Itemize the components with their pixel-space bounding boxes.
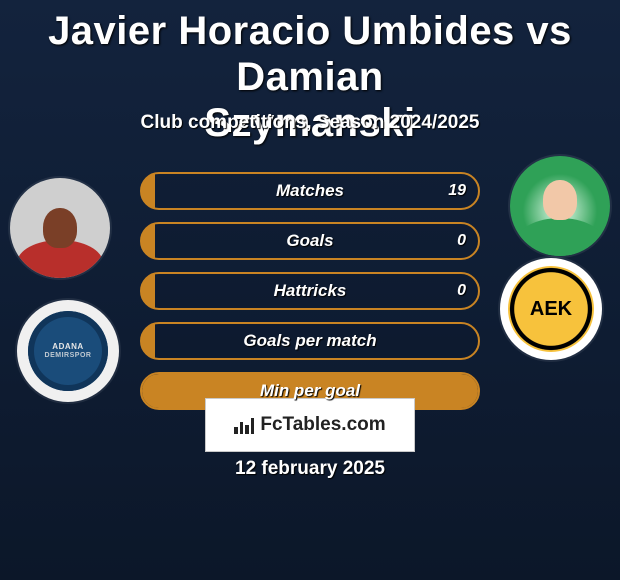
stat-value-right: 0: [457, 232, 466, 250]
club-right-label: ΑΕΚ: [530, 299, 572, 320]
stat-row-matches: Matches 19: [140, 172, 480, 210]
stat-row-goals: Goals 0: [140, 222, 480, 260]
brand-box: FcTables.com: [205, 398, 415, 452]
club-left-label-2: DEMIRSPOR: [45, 352, 92, 359]
stat-value-right: 0: [457, 282, 466, 300]
stat-label: Hattricks: [142, 281, 478, 301]
avatar-body-shape: [517, 218, 603, 256]
comparison-card: Javier Horacio Umbides vs Damian Szymans…: [0, 0, 620, 580]
brand-chart-icon: [234, 416, 254, 434]
stat-row-goals-per-match: Goals per match: [140, 322, 480, 360]
avatar-head-shape: [543, 180, 577, 220]
stat-label: Goals: [142, 231, 478, 251]
club-left-label-1: ADANA: [52, 343, 83, 351]
stat-value-right: 19: [448, 182, 466, 200]
avatar-head-shape: [43, 208, 77, 248]
date-label: 12 february 2025: [0, 458, 620, 480]
club-logo-left-inner: ADANA DEMIRSPOR: [28, 311, 108, 391]
player-avatar-right: [510, 156, 610, 256]
club-logo-left: ADANA DEMIRSPOR: [17, 300, 119, 402]
stat-label: Min per goal: [142, 381, 478, 401]
club-logo-right-inner: ΑΕΚ: [508, 266, 594, 352]
subtitle: Club competitions, Season 2024/2025: [0, 112, 620, 134]
brand-label: FcTables.com: [260, 414, 385, 436]
stat-label: Goals per match: [142, 331, 478, 351]
player-avatar-left: [10, 178, 110, 278]
stat-label: Matches: [142, 181, 478, 201]
club-logo-right: ΑΕΚ: [500, 258, 602, 360]
title-line-1: Javier Horacio Umbides vs Damian: [48, 9, 572, 99]
stat-row-hattricks: Hattricks 0: [140, 272, 480, 310]
stats-area: Matches 19 Goals 0 Hattricks 0 Goals per…: [140, 172, 480, 422]
